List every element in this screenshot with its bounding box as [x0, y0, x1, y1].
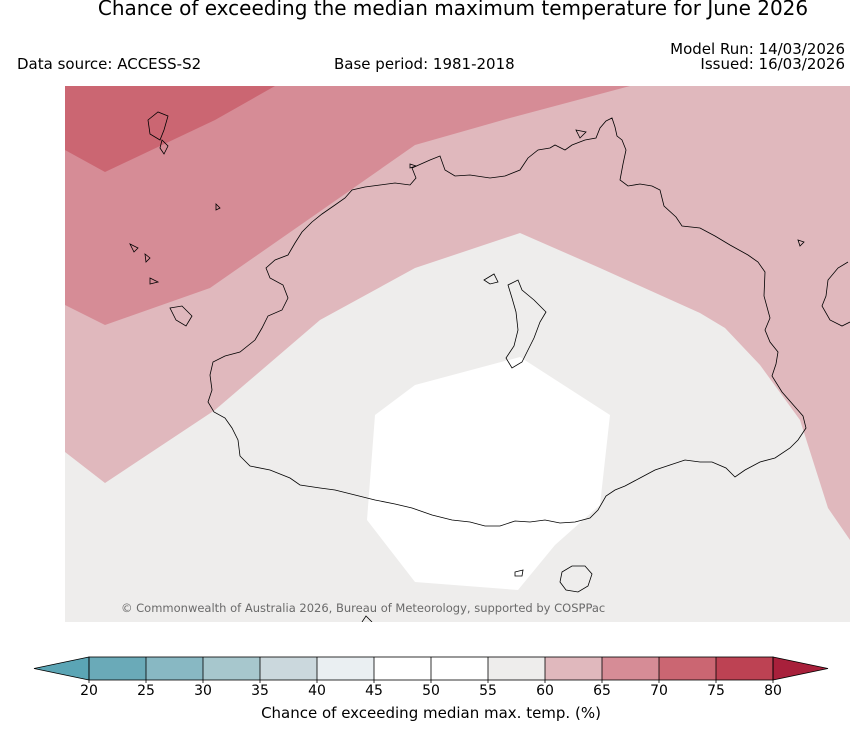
colorbar-segment	[260, 657, 317, 680]
region-70-75	[65, 86, 275, 172]
issued-date: Issued: 16/03/2026	[700, 55, 845, 73]
colorbar-tick-label: 70	[650, 683, 668, 699]
colorbar-extend-high	[772, 656, 829, 681]
island-outline	[129, 111, 850, 577]
colorbar-segment	[431, 657, 488, 680]
colorbar-segment	[317, 657, 374, 680]
colorbar	[33, 656, 829, 683]
colorbar-tick-label: 80	[764, 683, 782, 699]
colorbar-segment	[602, 657, 659, 680]
colorbar-tick-label: 50	[422, 683, 440, 699]
region-50-55	[367, 357, 610, 590]
map-title: Chance of exceeding the median maximum t…	[97, 0, 809, 20]
data-source: Data source: ACCESS-S2	[17, 55, 202, 73]
colorbar-tick-label: 20	[80, 683, 98, 699]
colorbar-extend-low	[33, 656, 90, 681]
colorbar-tick-label: 75	[707, 683, 725, 699]
colorbar-label: Chance of exceeding median max. temp. (%…	[261, 704, 601, 722]
colorbar-tick-label: 60	[536, 683, 554, 699]
colorbar-tick-label: 25	[137, 683, 155, 699]
model-run: Model Run: 14/03/2026	[670, 40, 845, 58]
region-65-70	[65, 86, 630, 325]
colorbar-tick-label: 55	[479, 683, 497, 699]
colorbar-tick-label: 65	[593, 683, 611, 699]
colorbar-segment	[716, 657, 773, 680]
colorbar-segment	[203, 657, 260, 680]
island-outline	[361, 615, 373, 622]
colorbar-tick-label: 35	[251, 683, 269, 699]
colorbar-segment	[89, 657, 146, 680]
new-caledonia-coastline	[505, 279, 547, 369]
colorbar-segment	[146, 657, 203, 680]
colorbar-tick-label: 30	[194, 683, 212, 699]
tasmania-coastline	[559, 565, 593, 593]
colorbar-tick-label: 40	[308, 683, 326, 699]
colorbar-segment	[659, 657, 716, 680]
colorbar-segment	[545, 657, 602, 680]
australia-coastline	[207, 117, 807, 527]
colorbar-segment	[374, 657, 431, 680]
colorbar-tick-label: 45	[365, 683, 383, 699]
base-period: Base period: 1981-2018	[334, 55, 515, 73]
colorbar-segment	[488, 657, 545, 680]
copyright-text: © Commonwealth of Australia 2026, Bureau…	[121, 601, 605, 615]
